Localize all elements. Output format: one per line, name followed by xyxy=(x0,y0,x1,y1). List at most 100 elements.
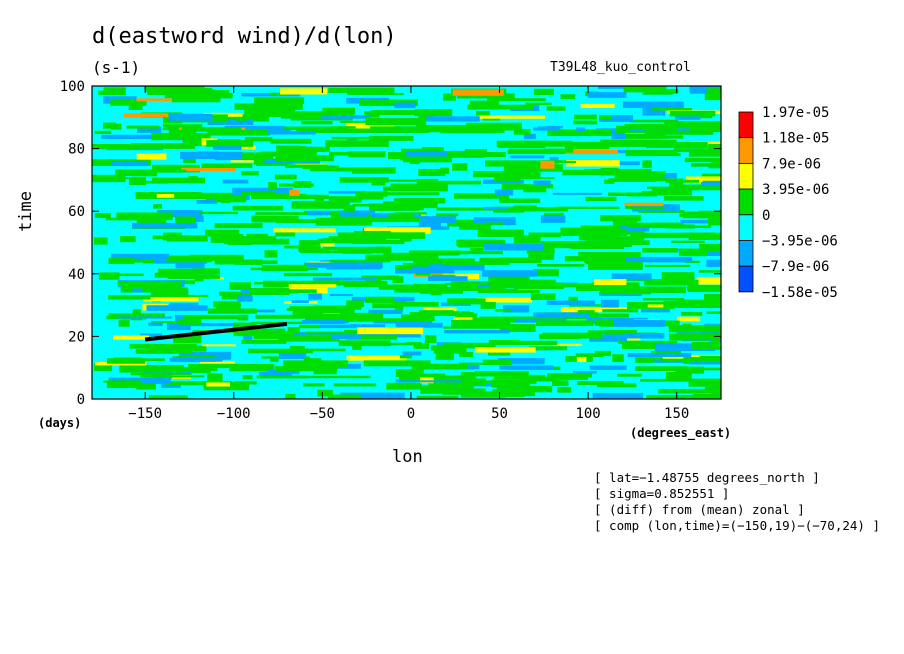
heatmap-cell xyxy=(411,363,475,370)
heatmap-cell xyxy=(282,126,348,130)
heatmap-cell xyxy=(580,103,615,109)
heatmap-cell xyxy=(152,235,207,240)
heatmap-cell xyxy=(578,313,629,318)
heatmap-cell xyxy=(234,103,277,110)
heatmap-cell xyxy=(128,177,147,185)
heatmap-cell xyxy=(412,283,448,288)
heatmap-cell xyxy=(698,248,721,252)
heatmap-cell xyxy=(236,114,249,121)
heatmap-cell xyxy=(287,111,331,116)
heatmap-cell xyxy=(287,131,316,135)
heatmap-cell xyxy=(466,122,522,131)
heatmap-cell xyxy=(669,333,721,341)
heatmap-cell xyxy=(329,293,354,297)
heatmap-cell xyxy=(291,300,309,304)
heatmap-cell xyxy=(359,99,418,107)
heatmap-cell xyxy=(328,196,362,203)
heatmap-cell xyxy=(413,343,430,349)
heatmap-cell xyxy=(399,355,413,359)
heatmap-cell xyxy=(107,358,146,364)
heatmap-cell xyxy=(157,210,203,218)
heatmap-cell xyxy=(365,254,391,263)
heatmap-cell xyxy=(624,332,665,339)
heatmap-cell xyxy=(684,260,700,264)
heatmap-cell xyxy=(275,155,334,162)
heatmap-cell xyxy=(533,88,555,96)
heatmap-cell xyxy=(284,245,321,249)
heatmap-cell xyxy=(692,341,720,350)
heatmap-cell xyxy=(663,196,704,201)
run-label: T39L48_kuo_control xyxy=(550,60,691,75)
colorbar-label: 1.97e-05 xyxy=(762,105,829,121)
heatmap-cell xyxy=(387,152,406,160)
heatmap-cell xyxy=(668,325,721,333)
heatmap-cell xyxy=(306,313,367,317)
x-tick-label: 0 xyxy=(407,406,415,422)
heatmap-cell xyxy=(615,171,666,177)
heatmap-cell xyxy=(480,302,496,309)
colorbar-swatch xyxy=(738,214,754,241)
heatmap-cell xyxy=(313,280,345,286)
heatmap-cell xyxy=(704,294,721,301)
heatmap-cell xyxy=(434,128,498,132)
heatmap-cell xyxy=(561,149,618,155)
heatmap-cell xyxy=(317,389,333,397)
heatmap-cell xyxy=(405,150,466,157)
heatmap-cell xyxy=(494,189,514,196)
x-tick-label: −150 xyxy=(128,406,162,422)
heatmap-cell xyxy=(285,164,328,168)
heatmap-cell xyxy=(436,207,496,211)
heatmap-cell xyxy=(270,138,312,144)
heatmap-cell xyxy=(614,173,668,180)
heatmap-cell xyxy=(394,212,427,215)
heatmap-cell xyxy=(397,380,463,383)
heatmap-cell xyxy=(525,102,552,106)
colorbar-swatch xyxy=(738,265,754,293)
heatmap-cell xyxy=(288,284,337,288)
heatmap-cell xyxy=(501,279,556,287)
heatmap-cell xyxy=(665,179,700,183)
heatmap-cell xyxy=(451,320,511,328)
heatmap-cell xyxy=(498,140,546,148)
y-tick-label: 100 xyxy=(60,79,85,95)
heatmap-cell xyxy=(273,228,336,233)
heatmap-cell xyxy=(106,380,141,389)
heatmap-cell xyxy=(369,135,414,141)
heatmap-cell xyxy=(625,256,693,263)
heatmap-cell xyxy=(575,353,604,357)
x-tick-label: 100 xyxy=(575,406,600,422)
heatmap-cell xyxy=(357,327,424,335)
heatmap-cell xyxy=(147,87,200,96)
heatmap-cell xyxy=(148,294,209,298)
heatmap-cell xyxy=(600,287,652,295)
heatmap-cell xyxy=(600,139,660,147)
heatmap-cell xyxy=(484,243,544,251)
heatmap-cell xyxy=(394,284,431,293)
heatmap-cell xyxy=(513,129,531,135)
heatmap-cell xyxy=(507,149,566,155)
heatmap-cell xyxy=(196,199,217,204)
heatmap-cell xyxy=(395,322,443,328)
heatmap-cell xyxy=(304,262,365,268)
heatmap-cell xyxy=(402,262,444,268)
heatmap-cell xyxy=(540,160,555,169)
heatmap-cell xyxy=(501,184,530,190)
heatmap-cell xyxy=(229,282,251,290)
heatmap-cell xyxy=(599,115,612,120)
heatmap-cell xyxy=(585,196,617,202)
heatmap-cell xyxy=(443,93,456,101)
heatmap-cell xyxy=(444,282,490,286)
heatmap-cell xyxy=(540,215,566,223)
heatmap-cell xyxy=(151,132,211,141)
heatmap-cell xyxy=(323,314,384,322)
heatmap-cell xyxy=(142,297,199,302)
heatmap-cell xyxy=(93,363,112,372)
colorbar-swatch xyxy=(738,111,754,139)
heatmap-cell xyxy=(641,309,670,313)
heatmap-cell xyxy=(174,314,187,322)
heatmap-cell xyxy=(575,283,608,291)
heatmap-cell xyxy=(546,300,596,305)
heatmap-cell xyxy=(256,375,308,379)
composite-line xyxy=(144,321,288,342)
heatmap-cell xyxy=(310,241,335,247)
